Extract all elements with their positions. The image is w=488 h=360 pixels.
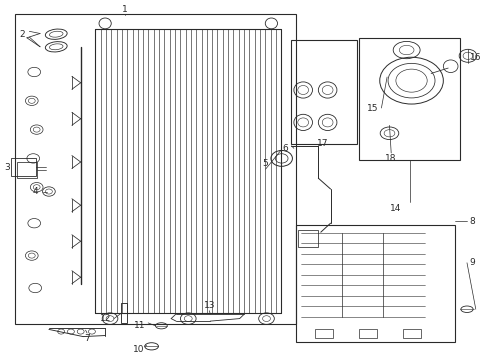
Text: 13: 13 [203,301,215,310]
Bar [290,40,356,144]
Bar [11,158,36,176]
Text: 14: 14 [389,204,401,213]
Text: 8: 8 [468,217,474,226]
Bar [295,225,454,342]
Bar [17,162,37,178]
Bar [15,14,295,324]
Bar [403,329,420,338]
Text: 9: 9 [468,258,474,267]
Text: 10: 10 [132,345,144,354]
Text: 1: 1 [122,4,127,13]
Text: 2: 2 [19,30,25,39]
Text: 3: 3 [4,163,10,172]
Bar [121,303,127,323]
Text: 6: 6 [282,144,287,153]
Text: 12: 12 [100,314,111,323]
Text: 5: 5 [262,159,268,168]
Bar [298,230,317,247]
Text: 16: 16 [469,53,481,62]
Text: 11: 11 [134,321,145,330]
Text: 18: 18 [385,154,396,163]
Text: 15: 15 [366,104,378,112]
Bar [359,329,376,338]
Bar [315,329,332,338]
Text: 17: 17 [316,139,328,148]
Text: 4: 4 [32,187,38,196]
Text: 7: 7 [84,334,90,343]
Bar [359,38,459,160]
